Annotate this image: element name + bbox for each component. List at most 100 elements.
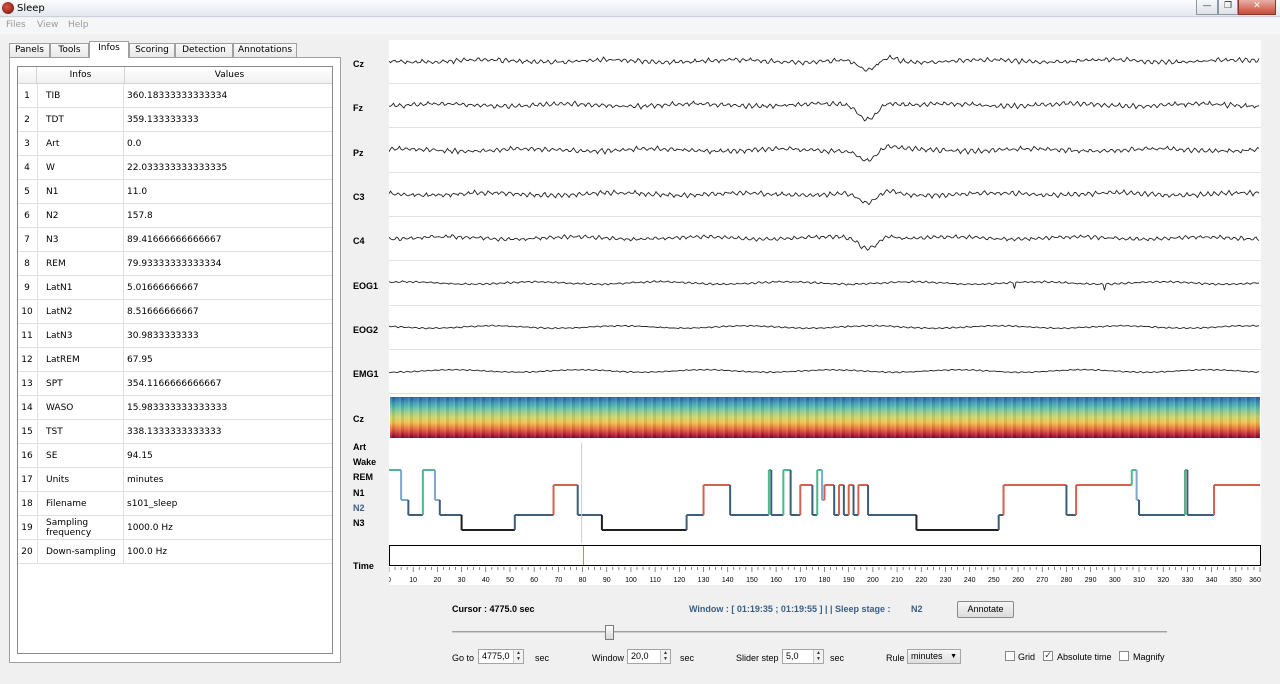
rule-select[interactable]: minutes ▼ [907,649,961,664]
info-value: 8.51666666667 [127,307,199,317]
channel-label-emg1: EMG1 [353,369,379,379]
table-row[interactable]: 6 N2 157.8 [18,204,332,228]
info-key: Sampling frequency [37,516,124,540]
menu-view[interactable]: View [37,20,59,30]
spectrogram-texture [390,397,1260,438]
table-row[interactable]: 18 Filename s101_sleep [18,492,332,516]
time-tick-label: 160 [770,577,782,584]
time-tick-label: 300 [1109,577,1121,584]
table-row[interactable]: 13 SPT 354.1166666666667 [18,372,332,396]
table-row[interactable]: 15 TST 338.1333333333333 [18,420,332,444]
time-tick-label: 140 [722,577,734,584]
table-row[interactable]: 2 TDT 359.133333333 [18,108,332,132]
stage-label-n2: N2 [353,503,365,513]
stage-label-art: Art [353,442,366,452]
time-slider-track[interactable] [452,631,1167,633]
table-row[interactable]: 5 N1 11.0 [18,180,332,204]
magnify-checkbox[interactable] [1119,651,1129,661]
tab-panels[interactable]: Panels [9,43,50,58]
time-tick-label: 210 [891,577,903,584]
header-values[interactable]: Values [125,67,332,84]
close-button[interactable]: ✕ [1238,0,1276,15]
menu-help[interactable]: Help [68,20,89,30]
stage-label-rem: REM [353,472,373,482]
table-row[interactable]: 12 LatREM 67.95 [18,348,332,372]
channel-label-pz: Pz [353,148,364,158]
table-row[interactable]: 4 W 22.033333333333335 [18,156,332,180]
table-row[interactable]: 1 TIB 360.18333333333334 [18,84,332,108]
goto-spinbox[interactable]: 4775,0 ▲ ▼ [478,649,524,664]
tab-detection[interactable]: Detection [175,43,233,58]
table-row[interactable]: 11 LatN3 30.9833333333 [18,324,332,348]
table-row[interactable]: 3 Art 0.0 [18,132,332,156]
table-row[interactable]: 19 Sampling frequency 1000.0 Hz [18,516,332,540]
info-key: W [37,156,124,180]
tab-scoring[interactable]: Scoring [129,43,175,58]
time-tick-label: 250 [988,577,1000,584]
info-value: 1000.0 Hz [127,523,173,533]
signal-plot-area[interactable]: 0 10 20 30 40 50 60 70 80 90 100 110 120 130 140 150 160… [389,40,1261,585]
info-key: N3 [37,228,124,252]
grid-checkbox[interactable] [1005,651,1015,661]
table-row[interactable]: 9 LatN1 5.01666666667 [18,276,332,300]
time-tick-label: 100 [625,577,637,584]
table-row[interactable]: 7 N3 89.41666666666667 [18,228,332,252]
spin-arrows-icon[interactable]: ▲ ▼ [513,650,523,663]
info-value: 360.18333333333334 [127,91,228,101]
table-row[interactable]: 8 REM 79.93333333333334 [18,252,332,276]
row-number: 8 [24,259,30,269]
table-row[interactable]: 14 WASO 15.983333333333333 [18,396,332,420]
time-tick-label: 330 [1182,577,1194,584]
menu-files[interactable]: Files [6,20,26,30]
table-row[interactable]: 16 SE 94.15 [18,444,332,468]
info-key: TIB [37,84,124,108]
time-tick-label: 80 [579,577,587,584]
cursor-readout: Cursor : 4775.0 sec [452,604,535,614]
info-key: LatREM [37,348,124,372]
slider-step-spinbox[interactable]: 5,0 ▲ ▼ [782,649,824,664]
info-key: TST [37,420,124,444]
info-key: SE [37,444,124,468]
info-value: 359.133333333 [127,115,199,125]
spectrogram [390,397,1260,438]
header-infos[interactable]: Infos [37,67,125,84]
time-tick-label: 310 [1133,577,1145,584]
time-tick-label: 60 [530,577,538,584]
time-tick-label: 110 [650,577,661,584]
row-number: 9 [24,283,30,293]
info-key: LatN1 [37,276,124,300]
absolute-time-checkbox[interactable]: ✓ [1043,651,1053,661]
row-number: 5 [24,187,30,197]
tab-tools[interactable]: Tools [50,43,89,58]
tab-annotations[interactable]: Annotations [233,43,297,58]
time-navigation-bar[interactable] [389,545,1261,566]
tab-infos[interactable]: Infos [89,41,129,58]
info-value: 79.93333333333334 [127,259,222,269]
table-row[interactable]: 17 Units minutes [18,468,332,492]
minimize-button[interactable]: — [1196,0,1218,15]
maximize-button[interactable]: ❐ [1218,0,1238,15]
info-key: SPT [37,372,124,396]
spin-arrows-icon[interactable]: ▲ ▼ [660,650,670,663]
annotate-button[interactable]: Annotate [957,601,1014,618]
signal-trace-pz [389,144,1260,162]
rule-value: minutes [911,651,943,661]
spin-arrows-icon[interactable]: ▲ ▼ [813,650,823,663]
window-unit: sec [680,653,695,663]
time-tick-label: 220 [915,577,927,584]
time-tick-label: 340 [1206,577,1218,584]
table-row[interactable]: 10 LatN2 8.51666666667 [18,300,332,324]
time-slider-handle[interactable] [605,625,615,640]
time-tick-label: 20 [433,577,441,584]
check-icon: ✓ [1044,651,1052,661]
signal-trace-fz [389,100,1260,122]
table-row[interactable]: 20 Down-sampling 100.0 Hz [18,540,332,564]
row-number: 18 [21,499,33,509]
signal-trace-emg1 [389,368,1260,374]
time-tick-label: 270 [1036,577,1048,584]
signal-trace-c4 [389,234,1260,251]
channel-label-c3: C3 [353,192,365,202]
time-tick-label: 200 [867,577,879,584]
row-number: 17 [21,475,33,485]
window-spinbox[interactable]: 20,0 ▲ ▼ [627,649,671,664]
